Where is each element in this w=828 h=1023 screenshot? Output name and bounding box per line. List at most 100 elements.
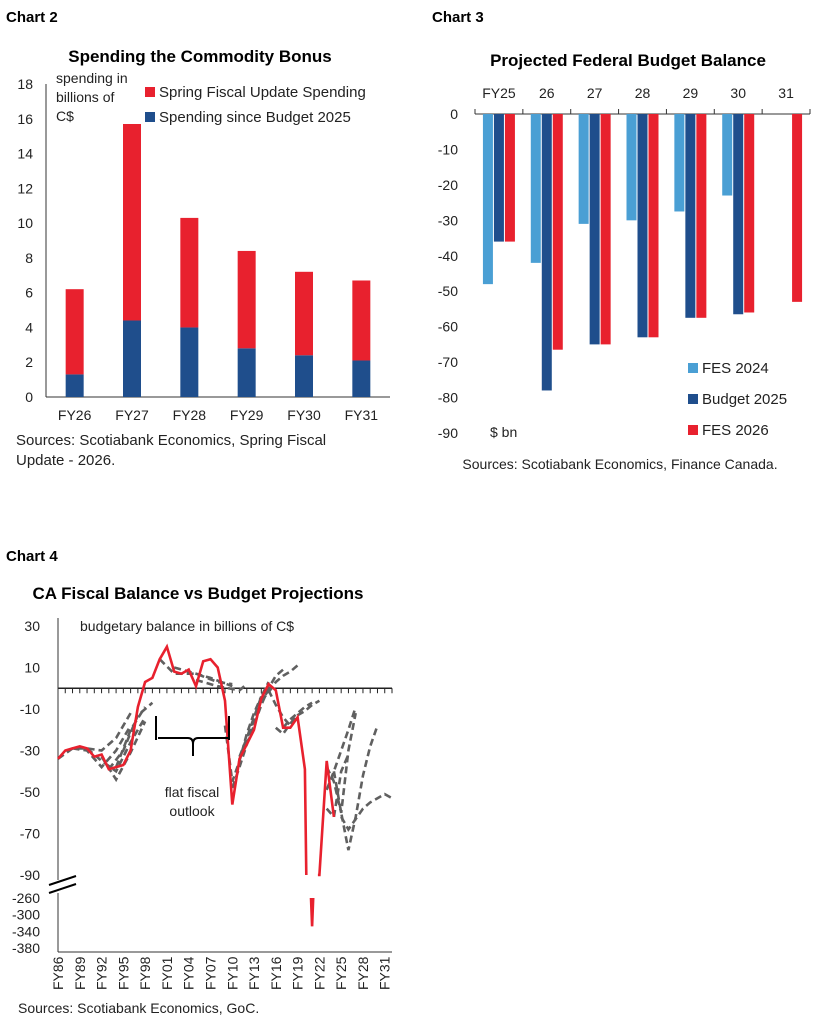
chart-4-ytick: -380	[12, 940, 40, 956]
chart-4: CA Fiscal Balance vs Budget Projections …	[12, 584, 393, 1016]
chart-4-projection-line	[260, 664, 299, 702]
chart-2-ylabel-line: C$	[56, 108, 74, 124]
chart-4-source: Sources: Scotiabank Economics, GoC.	[18, 1000, 259, 1016]
chart-4-axis-break	[48, 875, 77, 886]
chart-2: Spending the Commodity Bonus spending in…	[16, 47, 390, 469]
chart-3-legend: FES 2024 Budget 2025 FES 2026	[688, 360, 787, 439]
chart-3-bar	[744, 114, 755, 313]
chart-4-projection-line	[57, 712, 132, 760]
chart-3-xtick: 29	[683, 85, 699, 101]
chart-4-ytick: -50	[20, 784, 40, 800]
chart-3-bar	[685, 114, 696, 318]
chart-2-source-line: Update - 2026.	[16, 452, 115, 469]
chart-3-bar	[541, 114, 552, 391]
chart-4-ytick: -10	[20, 701, 40, 717]
chart-2-xtick: FY28	[173, 407, 207, 423]
chart-2-legend-swatch	[145, 87, 155, 97]
chart-3-bar	[637, 114, 648, 338]
chart-4-xtick: FY19	[290, 956, 306, 990]
chart-3-bar	[504, 114, 515, 242]
chart-2-bar	[237, 250, 256, 349]
chart-4-xtick: FY01	[159, 956, 175, 990]
chart-4-projection-line	[332, 725, 379, 851]
chart-3-xtick: 26	[539, 85, 555, 101]
chart-3-ytick: 0	[450, 106, 458, 122]
chart-3-bar	[530, 114, 541, 263]
chart-4-xtick: FY28	[355, 956, 371, 990]
chart-3-xtick: 28	[635, 85, 651, 101]
chart-2-ytick: 6	[25, 285, 33, 301]
chart-3-legend-label: FES 2026	[702, 422, 769, 439]
chart-4-xtick: FY04	[181, 956, 197, 990]
chart-3-bar	[722, 114, 733, 196]
chart-3-bar	[552, 114, 563, 350]
chart-4-xtick: FY07	[202, 956, 218, 990]
chart-3-ytick: -50	[438, 283, 458, 299]
chart-2-ytick: 18	[17, 76, 33, 92]
chart-3-bar	[589, 114, 600, 345]
chart-4-xtick: FY22	[311, 956, 327, 990]
chart-2-bar	[295, 271, 313, 356]
chart-4-annotation: flat fiscal outlook	[155, 716, 230, 819]
chart-4-actual-line	[317, 760, 336, 877]
chart-3-ytick: -70	[438, 354, 458, 370]
chart-3: Projected Federal Budget Balance 0 -10 -20…	[438, 51, 811, 472]
chart-4-xtick: FY25	[333, 956, 349, 990]
chart-4-xtick: FY31	[377, 956, 393, 990]
chart-2-bar	[65, 289, 84, 375]
chart-3-legend-swatch	[688, 425, 698, 435]
chart-4-ytick: -340	[12, 923, 40, 939]
chart-2-ytick: 2	[25, 354, 33, 370]
chart-3-bar	[578, 114, 589, 224]
chart-2-bar	[352, 280, 371, 361]
chart-3-source: Sources: Scotiabank Economics, Finance C…	[462, 456, 777, 472]
chart-4-ytick: -300	[12, 907, 40, 923]
chart-4-ytick: 10	[24, 660, 40, 676]
chart-3-xtick: 30	[730, 85, 746, 101]
chart-4-projection-line	[325, 712, 357, 814]
chart-2-ylabel-line: billions of	[56, 89, 114, 105]
chart-3-ytick: -60	[438, 319, 458, 335]
chart-2-bar	[237, 348, 256, 397]
chart-2-label: Chart 2	[6, 9, 58, 26]
chart-4-ytick: -260	[12, 890, 40, 906]
chart-4-xtick: FY86	[50, 956, 66, 990]
chart-3-xtick: 27	[587, 85, 603, 101]
chart-3-ytick: -90	[438, 425, 458, 441]
chart-3-ytick: -30	[438, 212, 458, 228]
chart-2-ytick: 4	[25, 319, 33, 335]
chart-4-projection-line	[114, 706, 147, 768]
chart-2-xtick: FY27	[115, 407, 149, 423]
chart-2-source-line: Sources: Scotiabank Economics, Spring Fi…	[16, 432, 326, 449]
chart-3-bar	[600, 114, 611, 345]
chart-2-legend-label: Spending since Budget 2025	[159, 109, 351, 126]
chart-4-ytick: -30	[20, 743, 40, 759]
chart-4-title: CA Fiscal Balance vs Budget Projections	[33, 584, 364, 603]
chart-2-bar	[123, 320, 141, 397]
chart-4-projection-line	[245, 668, 284, 745]
chart-4-ylabel: budgetary balance in billions of C$	[80, 618, 294, 634]
chart-4-ytick: -70	[20, 826, 40, 842]
chart-2-source: Sources: Scotiabank Economics, Spring Fi…	[16, 432, 326, 469]
chart-2-bar	[352, 360, 371, 397]
chart-4-axis-break	[48, 883, 77, 894]
chart-3-bar	[696, 114, 707, 318]
chart-4-xtick: FY16	[268, 956, 284, 990]
chart-3-ylabel: $ bn	[490, 424, 517, 440]
chart-2-ytick: 8	[25, 250, 33, 266]
chart-2-legend: Spring Fiscal Update Spending Spending si…	[145, 84, 366, 126]
chart-4-bracket	[158, 737, 228, 756]
chart-3-xtick: 31	[778, 85, 794, 101]
chart-4-projection-line	[325, 754, 350, 820]
chart-4-ytick: 30	[24, 618, 40, 634]
chart-2-ytick: 16	[17, 111, 33, 127]
chart-4-projection-line	[72, 724, 132, 770]
chart-2-ytick: 0	[25, 389, 33, 405]
chart-2-ylabel-line: spending in	[56, 70, 128, 86]
chart-4-label: Chart 4	[6, 548, 58, 565]
chart-2-xtick: FY26	[58, 407, 92, 423]
chart-2-xtick: FY31	[345, 407, 379, 423]
chart-4-xtick: FY92	[94, 956, 110, 990]
chart-2-ylabel: spending in billions of C$	[56, 70, 128, 124]
chart-4-actual-line	[309, 897, 315, 927]
